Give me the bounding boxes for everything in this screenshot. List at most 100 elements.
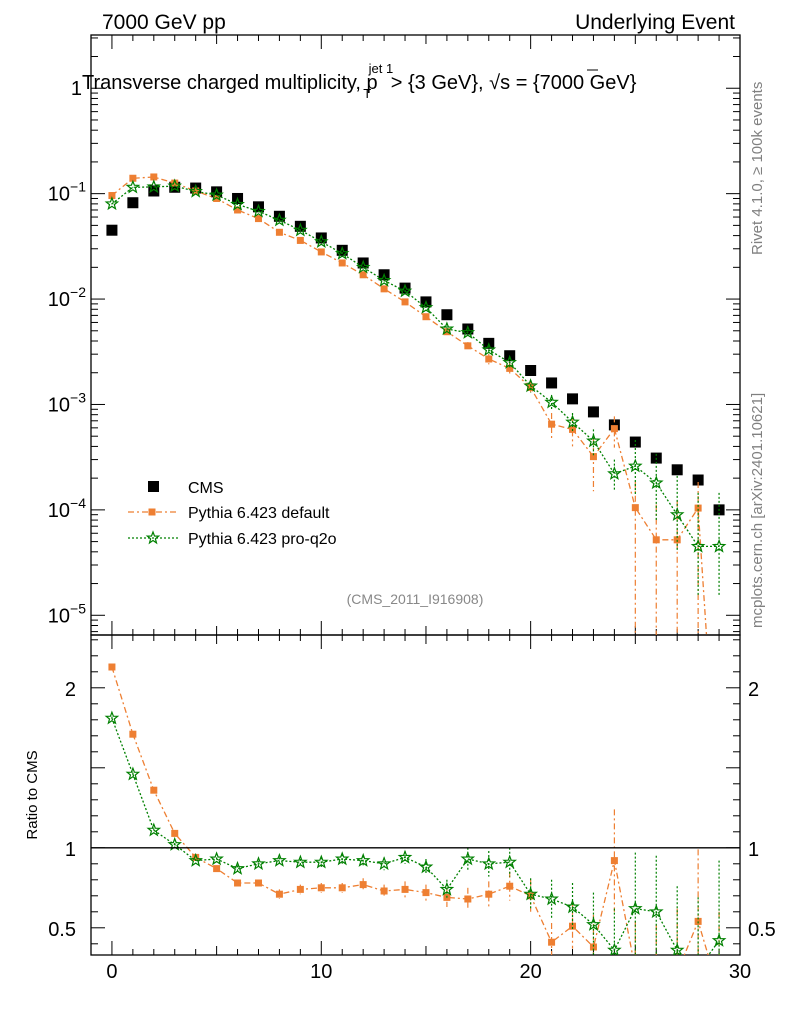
ratio-tick-label-left: 0.5 [48,919,76,941]
ratio-data-series [104,663,727,995]
pythia-6-423-default-ratio-point [108,663,116,671]
header-right: Underlying Event [575,11,735,34]
pythia-6-423-default-point [673,536,681,544]
y-tick-exp: −3 [70,389,86,405]
pythia-6-423-pro-q2o-ratio-point [711,932,727,947]
pythia-6-423-pro-q2o-ratio-point [188,852,204,867]
pythia-6-423-default-ratio-point [380,887,388,895]
pythia-6-423-default-ratio-point [589,943,597,951]
cms-point [462,323,474,335]
pythia-6-423-pro-q2o-point [627,458,643,473]
pythia-6-423-pro-q2o-point [167,178,182,193]
pythia-6-423-default-ratio-point [359,881,367,889]
pythia-6-423-default-ratio-point [674,969,681,976]
pythia-6-423-pro-q2o-ratio-point [523,886,539,901]
pythia-6-423-default-ratio-point [171,829,179,837]
pythia-6-423-pro-q2o-ratio-point [292,854,308,869]
pythia-6-423-pro-q2o-ratio-point [251,856,266,871]
legend-marker-proq2o [145,530,161,545]
pythia-6-423-pro-q2o-point [711,538,727,553]
y-tick-exp: −1 [70,179,86,195]
pythia-6-423-pro-q2o-ratio-point [230,860,245,875]
legend: CMS Pythia 6.423 default Pythia 6.423 pr… [128,480,337,548]
pythia-6-423-pro-q2o-ratio-point [586,916,601,931]
pythia-6-423-pro-q2o-point [334,245,350,260]
pythia-6-423-pro-q2o-ratio-point [209,851,224,866]
cms-point [587,406,599,418]
cms-point [608,419,620,431]
pythia-6-423-pro-q2o-point [104,196,120,211]
y-tick-label: 10−5 [48,600,86,627]
pythia-6-423-pro-q2o-ratio-point [146,822,162,837]
pythia-6-423-default-point [275,228,283,236]
pythia-6-423-default-ratio-point [150,786,158,794]
y-tick-base: 10 [48,394,70,416]
y-tick-base: 10 [48,289,70,311]
ratio-tick-label-right: 1 [748,839,759,861]
pythia-6-423-pro-q2o-point [272,212,287,227]
cms-point [106,224,118,236]
cms-point [273,210,285,222]
ratio-ylabel: Ratio to CMS [24,750,41,839]
x-tick-label: 0 [106,961,117,983]
y-tick-label: 1 [71,78,82,100]
pythia-6-423-pro-q2o-point [460,324,476,339]
pythia-6-423-default-point [129,174,137,182]
pythia-6-423-default-point [485,355,493,363]
pythia-6-423-default-point [296,236,304,244]
pythia-6-423-default-ratio-point [716,988,723,995]
pythia-6-423-default-point [380,285,388,293]
cms-point [148,185,160,197]
pythia-6-423-default-ratio-point [422,889,430,897]
rivet-label: Rivet 4.1.0, ≥ 100k events [749,82,766,255]
cms-point [336,244,348,256]
title-sqrt: √ [489,72,500,94]
y-tick-exp: −5 [70,600,86,616]
pythia-6-423-pro-q2o-point [544,394,559,409]
pythia-6-423-default-point [254,215,262,223]
pythia-6-423-default-point [213,194,221,202]
pythia-6-423-pro-q2o-point [125,179,141,194]
pythia-6-423-pro-q2o-point [397,283,413,298]
pythia-6-423-default-point [589,453,597,461]
cms-point [294,220,306,232]
pythia-6-423-default-point [150,173,158,181]
pythia-6-423-default-ratio-point [569,922,577,930]
title-sub: T [363,86,371,101]
pythia-6-423-default-point [631,504,639,512]
pythia-6-423-pro-q2o-ratio-point [104,710,120,725]
pythia-6-423-pro-q2o-ratio-point [544,891,559,906]
pythia-6-423-pro-q2o-ratio-point [334,851,350,866]
chart-title: Transverse charged multiplicity, pjet 1 T… [82,61,637,101]
pythia-6-423-default-point [171,179,179,187]
header-left: 7000 GeV pp [102,11,226,34]
pythia-6-423-default-point [108,192,116,200]
cms-point [525,365,537,377]
pythia-6-423-default-point [527,383,535,391]
title-sup: jet 1 [368,61,394,76]
pythia-6-423-pro-q2o-ratio-point [669,942,685,955]
title-s-rest: s = {7000 GeV} [500,72,637,94]
pythia-6-423-pro-q2o-point [586,433,601,448]
pythia-6-423-default-ratio-point [129,730,137,738]
cms-point [629,436,641,448]
ratio-tick-label-left: 2 [65,679,76,701]
cms-point [692,474,704,486]
pythia-6-423-pro-q2o-point [418,299,434,314]
pythia-6-423-default-point [506,364,514,372]
pythia-6-423-pro-q2o-ratio-point [481,856,497,871]
cms-point [567,393,579,405]
pythia-6-423-default-ratio-point [464,895,472,903]
pythia-6-423-default-point [548,420,556,428]
y-tick-base: 10 [48,500,70,522]
legend-label-proq2o: Pythia 6.423 pro-q2o [188,531,337,548]
pythia-6-423-default-ratio-point [275,890,283,898]
pythia-6-423-default-point [694,504,702,512]
ratio-axis-ticks: 0 10 20 30 0.5 0.5 1 1 2 2 [48,635,776,983]
cms-point [127,197,139,209]
pythia-6-423-pro-q2o-ratio-point [313,854,329,869]
pythia-6-423-pro-q2o-point [188,183,204,198]
pythia-6-423-pro-q2o-ratio-point [376,856,392,871]
pythia-6-423-pro-q2o-ratio-point [272,852,287,867]
